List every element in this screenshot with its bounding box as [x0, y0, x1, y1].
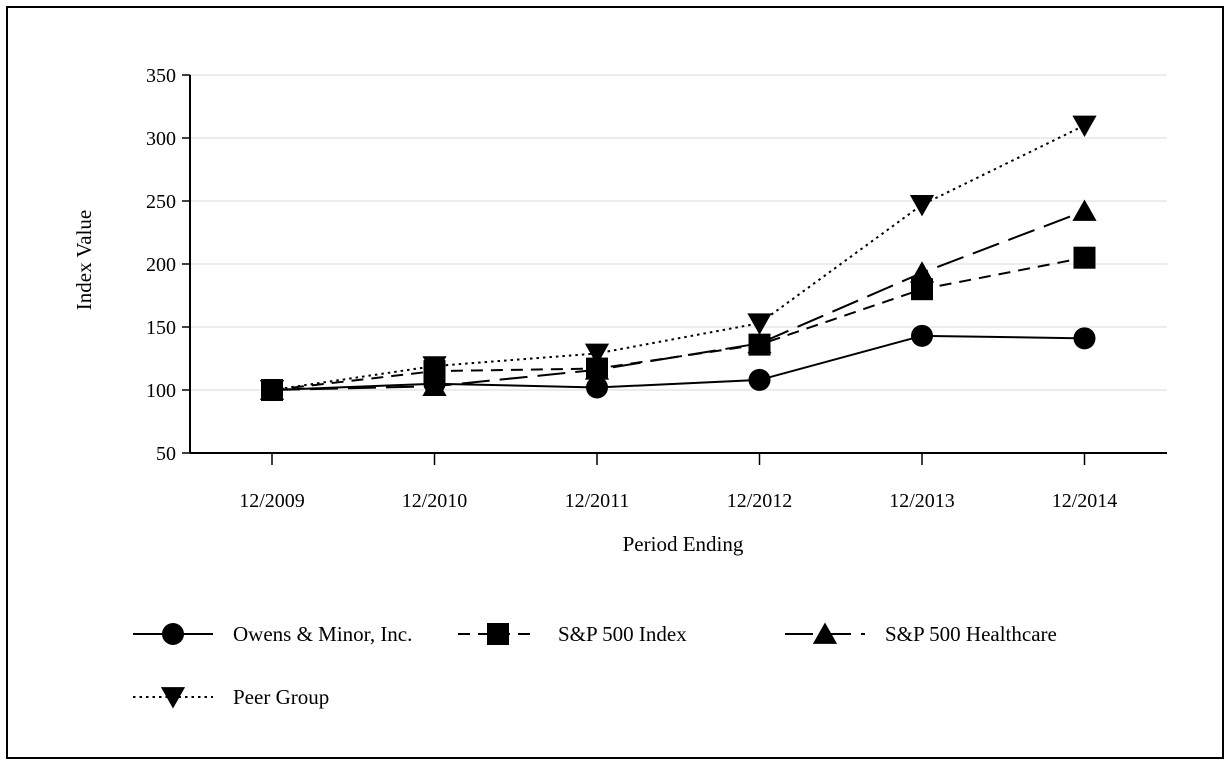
triangle-up-marker [422, 374, 447, 397]
x-tick-label: 12/2010 [402, 490, 468, 512]
y-tick-label: 250 [146, 191, 176, 213]
triangle-down-marker [747, 313, 772, 335]
legend-label: S&P 500 Index [558, 622, 687, 646]
triangle-down-marker [909, 194, 935, 217]
legend-label: Peer Group [233, 685, 329, 709]
square-marker [911, 278, 933, 301]
y-tick-label: 50 [156, 443, 176, 465]
series-4 [259, 115, 1097, 402]
x-tick-label: 12/2013 [889, 490, 955, 512]
y-tick-label: 350 [146, 65, 176, 87]
circle-marker [911, 324, 933, 347]
triangle-down-marker [1072, 115, 1097, 137]
x-tick-label: 12/2009 [239, 490, 305, 512]
y-tick-label: 200 [146, 254, 176, 276]
legend: Owens & Minor, Inc. S&P 500 Index S&P 500 … [133, 622, 1057, 709]
series-2 [261, 246, 1096, 401]
triangle-up-marker [1072, 199, 1097, 221]
circle-marker [1073, 327, 1096, 350]
series-line [271, 334, 1085, 391]
y-axis-ticks: 50 100 150 200 250 300 350 [146, 65, 190, 465]
x-tick-label: 12/2014 [1052, 490, 1118, 512]
triangle-down-marker [160, 687, 186, 709]
x-tick-label: 12/2011 [565, 490, 630, 512]
grid-lines [190, 74, 1167, 391]
square-marker [1073, 246, 1096, 269]
triangle-up-marker [584, 358, 610, 380]
legend-item: Owens & Minor, Inc. [133, 622, 412, 646]
circle-marker [748, 368, 771, 391]
axes [189, 75, 1167, 454]
triangle-up-marker [747, 331, 772, 354]
y-axis-title: Index Value [72, 210, 96, 311]
y-tick-label: 300 [146, 128, 176, 150]
series-line [271, 210, 1085, 391]
triangle-down-marker [259, 380, 285, 402]
y-tick-label: 150 [146, 317, 176, 339]
square-marker [487, 623, 509, 645]
triangle-up-marker [812, 622, 838, 644]
legend-item: Peer Group [133, 685, 329, 709]
x-axis-ticks: 12/2009 12/2010 12/2011 12/2012 12/2013 12/20… [239, 453, 1117, 512]
circle-marker [162, 623, 184, 645]
series-line [271, 124, 1085, 391]
legend-label: S&P 500 Healthcare [885, 622, 1057, 646]
series-3 [259, 199, 1097, 400]
legend-item: S&P 500 Healthcare [785, 622, 1057, 646]
series-group [259, 115, 1097, 402]
circle-marker [586, 376, 608, 399]
series-line [271, 256, 1085, 391]
x-axis-title: Period Ending [623, 532, 744, 556]
triangle-up-marker [909, 261, 935, 283]
triangle-down-marker [422, 356, 447, 378]
legend-label: Owens & Minor, Inc. [233, 622, 412, 646]
x-tick-label: 12/2012 [727, 490, 793, 512]
legend-item: S&P 500 Index [458, 622, 687, 646]
triangle-down-marker [584, 343, 610, 366]
y-tick-label: 100 [146, 380, 176, 402]
